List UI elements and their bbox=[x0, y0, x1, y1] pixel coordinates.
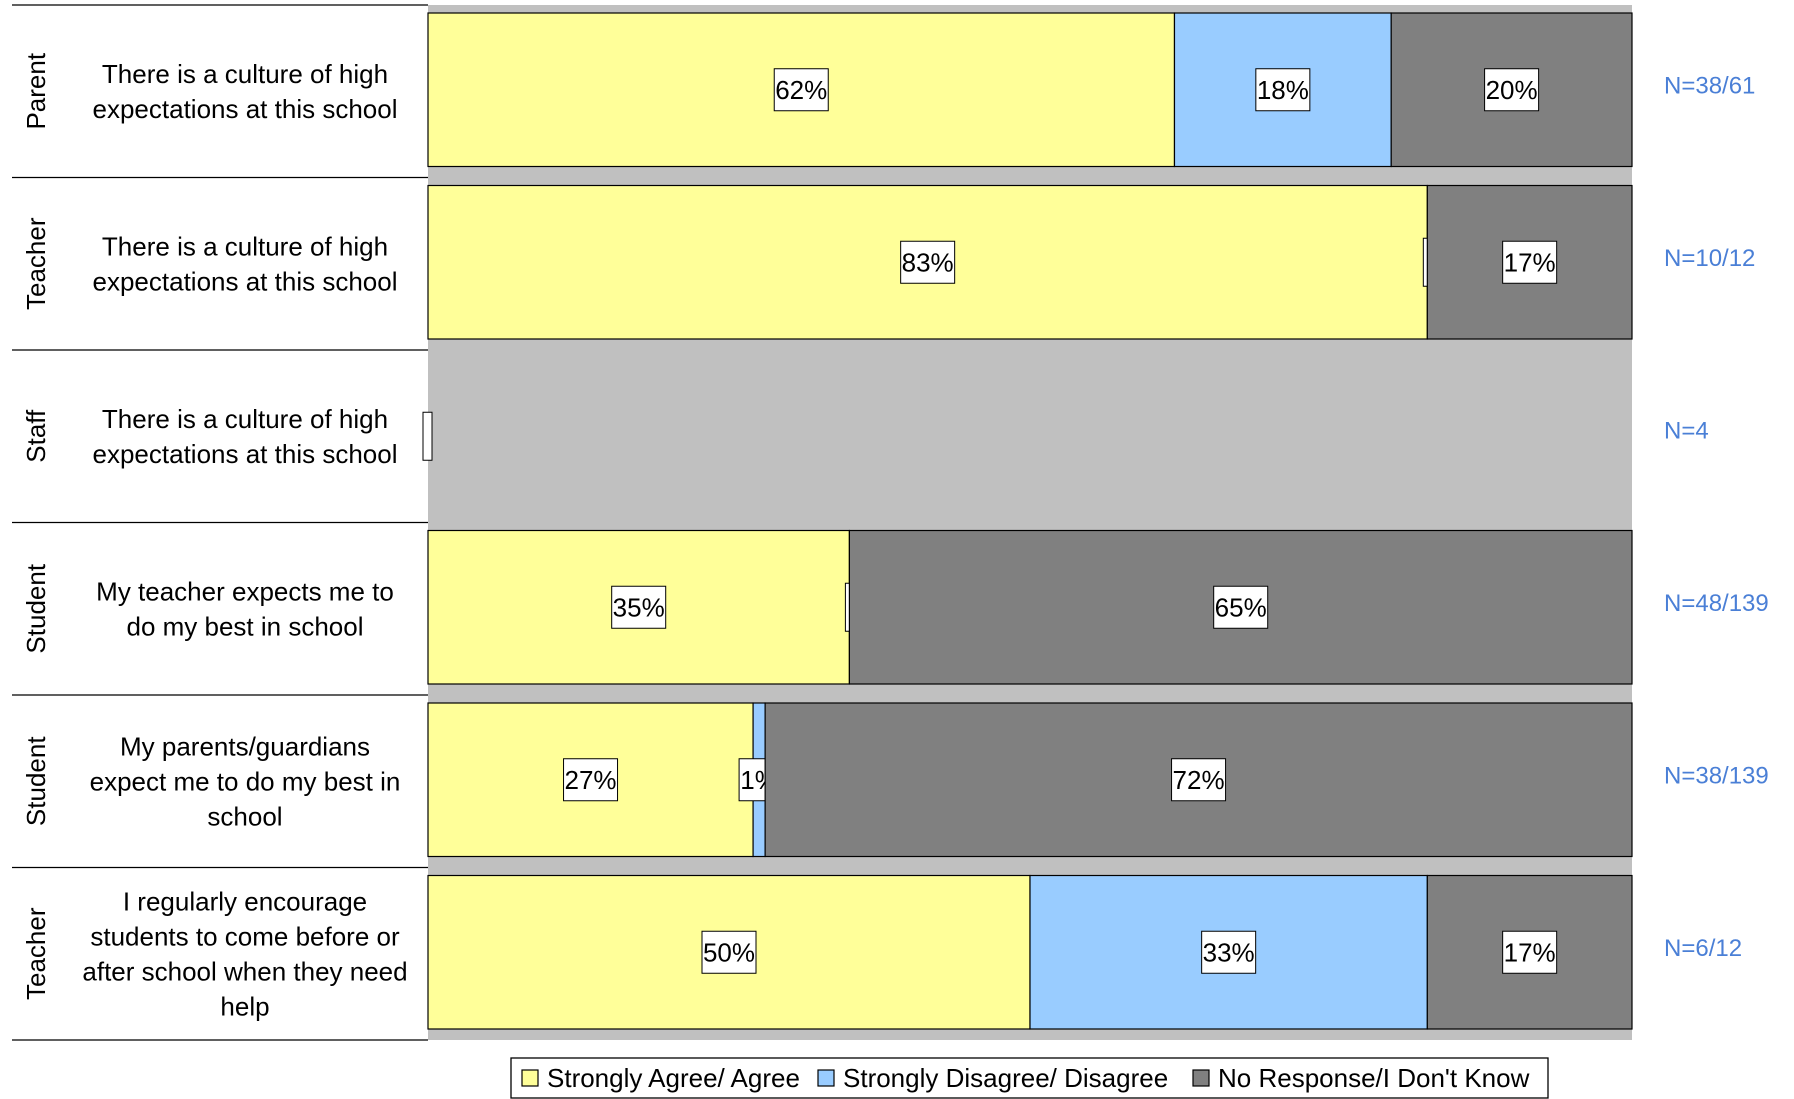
data-label: 27% bbox=[565, 765, 617, 795]
chart-row: Student My parents/guardians expect me to … bbox=[12, 702, 1769, 869]
legend-swatch bbox=[1192, 1069, 1210, 1087]
legend-swatch bbox=[817, 1069, 835, 1087]
respondent-group-label: Student bbox=[21, 736, 51, 826]
data-label: 72% bbox=[1173, 765, 1225, 795]
data-label: 35% bbox=[613, 592, 665, 622]
chart-row: Student My teacher expects me to do my bes… bbox=[12, 529, 1769, 696]
question-label: I regularly encourage students to come be… bbox=[82, 886, 407, 1021]
sample-size-label: N=6/12 bbox=[1664, 935, 1742, 962]
data-label-box bbox=[1171, 758, 1227, 802]
chart-legend: Strongly Agree/ Agree Strongly Disagree/ … bbox=[510, 1057, 1549, 1099]
data-label: 18% bbox=[1257, 75, 1309, 105]
sample-size-label: N=10/12 bbox=[1664, 245, 1755, 272]
data-label: 17% bbox=[1504, 937, 1556, 967]
data-label-box bbox=[1201, 930, 1257, 974]
respondent-group-label: Teacher bbox=[21, 217, 51, 310]
data-label: 33% bbox=[1203, 937, 1255, 967]
data-label-box bbox=[1255, 68, 1311, 112]
question-label: My teacher expects me to do my best in sc… bbox=[96, 576, 394, 641]
data-label: 50% bbox=[703, 937, 755, 967]
question-label: There is a culture of high expectations a… bbox=[93, 59, 398, 124]
sample-size-label: N=38/139 bbox=[1664, 762, 1769, 789]
data-label-box bbox=[1213, 585, 1269, 629]
question-label: My parents/guardians expect me to do my b… bbox=[90, 731, 401, 831]
respondent-group-label: Parent bbox=[21, 52, 51, 129]
question-label: There is a culture of high expectations a… bbox=[93, 231, 398, 296]
data-label-box bbox=[701, 930, 757, 974]
data-label-box bbox=[1502, 930, 1558, 974]
chart-row: Teacher There is a culture of high expecta… bbox=[12, 184, 1755, 351]
sample-size-label: N=38/61 bbox=[1664, 72, 1755, 99]
data-label: 17% bbox=[1504, 247, 1556, 277]
chart-row: Teacher I regularly encourage students to … bbox=[12, 874, 1742, 1041]
data-label-box bbox=[900, 240, 956, 284]
chart-row: Staff There is a culture of high expectati… bbox=[12, 404, 1709, 524]
legend-box bbox=[510, 1057, 1549, 1099]
sample-size-label: N=48/139 bbox=[1664, 590, 1769, 617]
respondent-group-label: Student bbox=[21, 563, 51, 653]
data-label: 83% bbox=[902, 247, 954, 277]
respondent-group-label: Teacher bbox=[21, 907, 51, 1000]
respondent-group-label: Staff bbox=[21, 409, 51, 463]
data-label-box bbox=[563, 758, 619, 802]
chart-row: Parent There is a culture of high expectat… bbox=[12, 12, 1755, 179]
chart-rows: Parent There is a culture of high expectat… bbox=[12, 4, 1769, 1041]
legend-item: Strongly Disagree/ Disagree bbox=[817, 1063, 1168, 1093]
data-label: 65% bbox=[1215, 592, 1267, 622]
legend-label: Strongly Agree/ Agree bbox=[547, 1063, 800, 1093]
legend-label: No Response/I Don't Know bbox=[1218, 1063, 1530, 1093]
data-label-box bbox=[1502, 240, 1558, 284]
data-label: 62% bbox=[775, 75, 827, 105]
plot-background bbox=[428, 5, 1632, 1040]
question-label: There is a culture of high expectations a… bbox=[93, 404, 398, 469]
data-label-box bbox=[611, 585, 667, 629]
data-label-box bbox=[1484, 68, 1540, 112]
legend-label: Strongly Disagree/ Disagree bbox=[843, 1063, 1168, 1093]
legend-item: Strongly Agree/ Agree bbox=[521, 1063, 800, 1093]
empty-data-label-box bbox=[422, 411, 433, 461]
sample-size-label: N=4 bbox=[1664, 417, 1709, 444]
data-label: 20% bbox=[1486, 75, 1538, 105]
legend-item: No Response/I Don't Know bbox=[1192, 1063, 1530, 1093]
data-label-box bbox=[773, 68, 829, 112]
legend-swatch bbox=[521, 1069, 539, 1087]
